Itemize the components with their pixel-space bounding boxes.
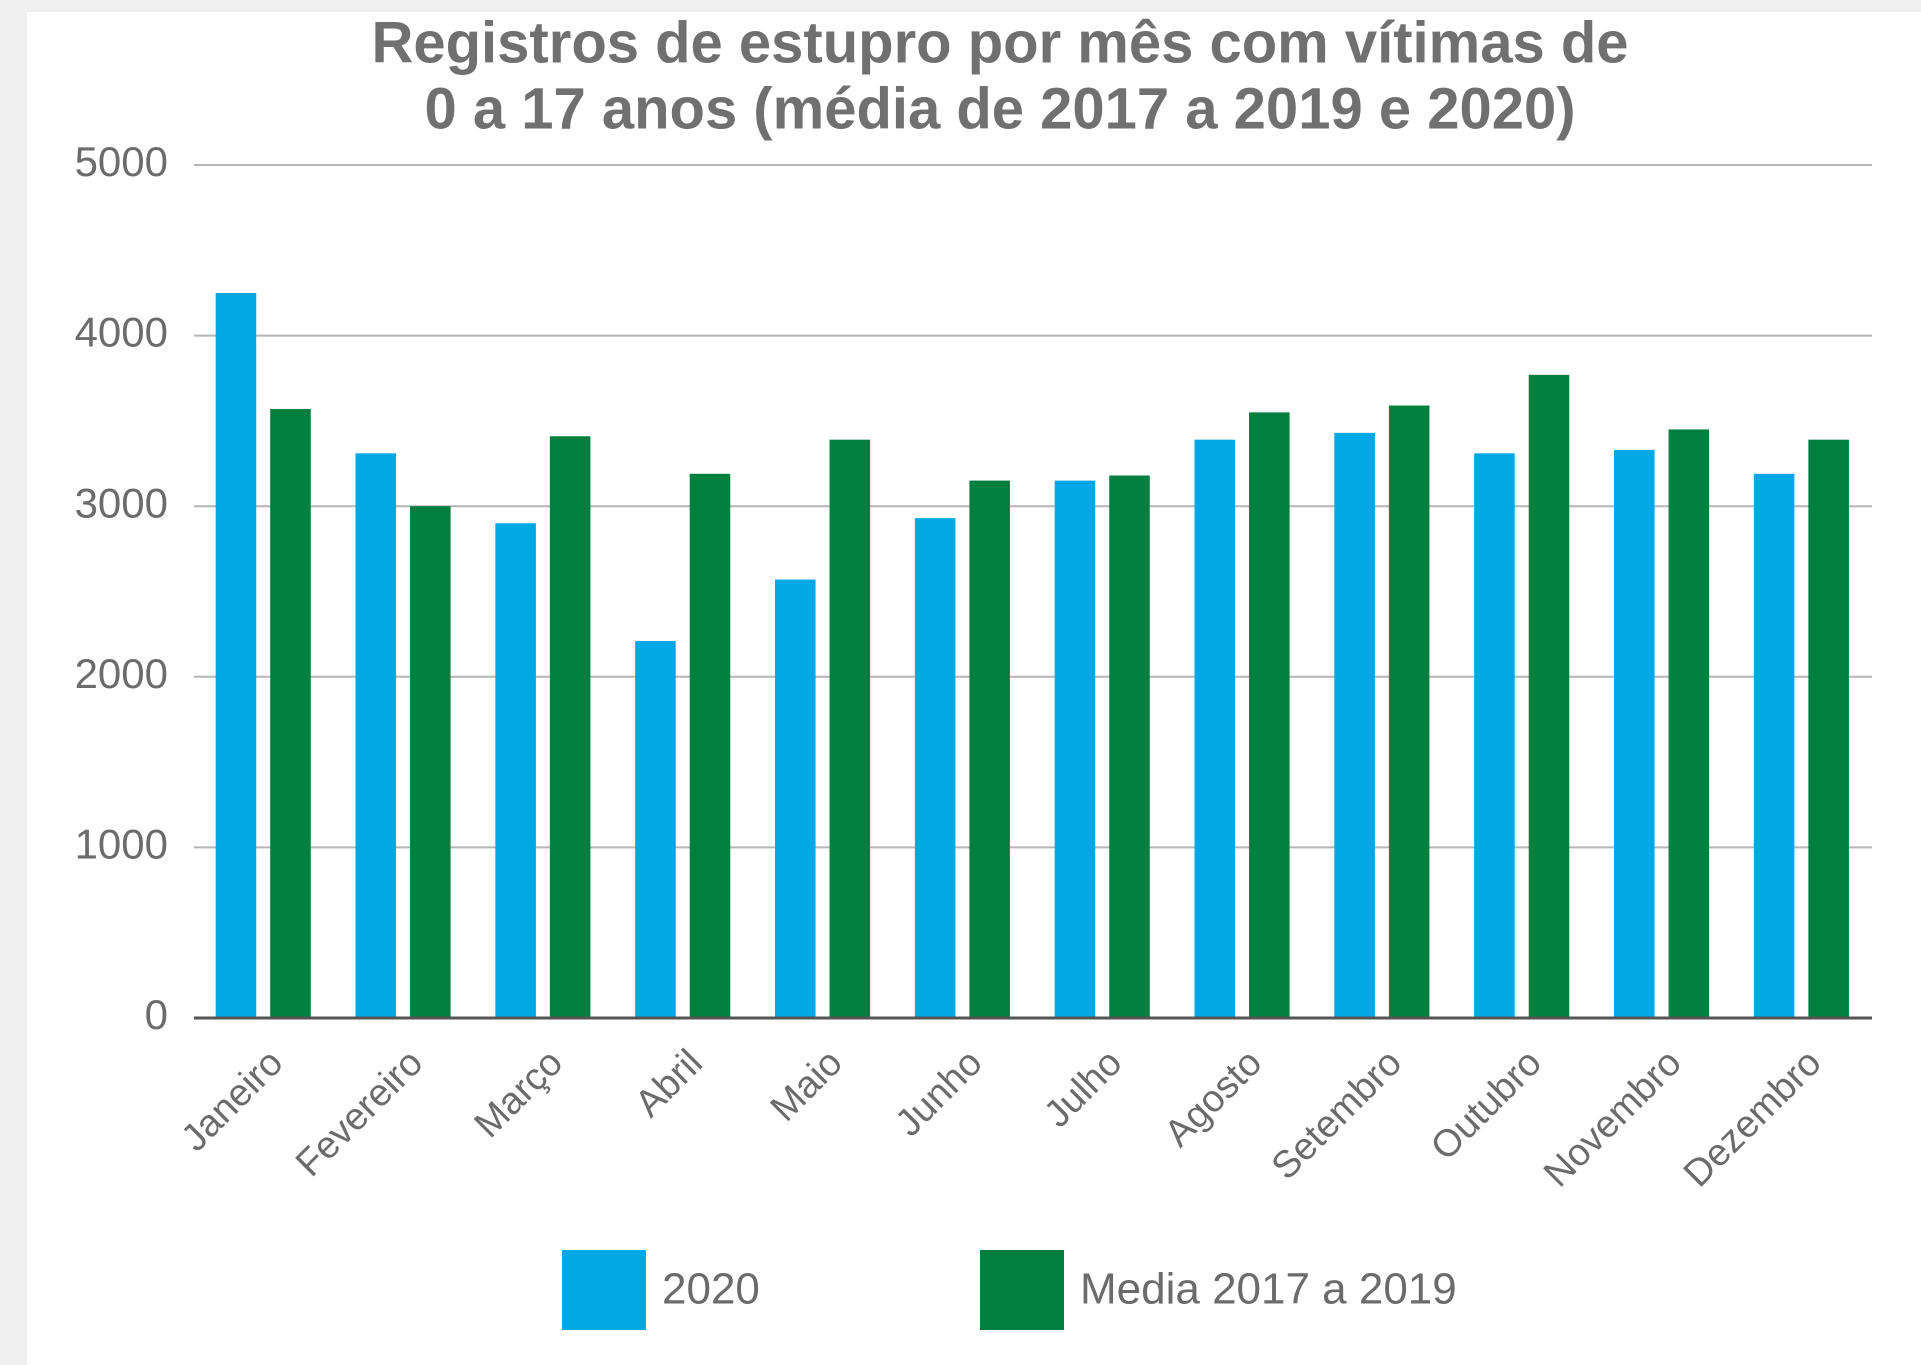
legend-swatch (562, 1250, 646, 1330)
bar (1334, 432, 1375, 1018)
y-tick-label: 0 (145, 991, 168, 1038)
chart-title: 0 a 17 anos (média de 2017 a 2019 e 2020… (424, 76, 1575, 141)
bar (1194, 439, 1236, 1018)
bar (1054, 480, 1096, 1018)
bar (1808, 439, 1849, 1018)
legend-swatch (980, 1250, 1064, 1330)
y-tick-label: 4000 (75, 309, 168, 356)
bar (1614, 449, 1655, 1019)
bar (775, 579, 816, 1018)
y-tick-label: 5000 (75, 138, 168, 185)
legend-label: 2020 (662, 1265, 760, 1314)
legend-label: Media 2017 a 2019 (1080, 1265, 1457, 1314)
bar (495, 523, 536, 1018)
bar (635, 640, 676, 1018)
y-tick-label: 3000 (75, 479, 168, 526)
bar (1388, 405, 1430, 1018)
bar (914, 518, 956, 1018)
bar (1753, 473, 1795, 1018)
y-tick-label: 1000 (75, 820, 168, 867)
bar (1528, 374, 1570, 1018)
bar (215, 292, 257, 1018)
bar (410, 506, 451, 1018)
bar (689, 473, 731, 1018)
bar (1668, 429, 1710, 1018)
y-tick-label: 2000 (75, 650, 168, 697)
bar (549, 436, 591, 1018)
bar (829, 439, 871, 1018)
bar (969, 480, 1010, 1018)
bar (1249, 412, 1290, 1018)
chart-title: Registros de estupro por mês com vítimas… (371, 10, 1628, 75)
bar (1109, 475, 1150, 1018)
bar (1474, 453, 1515, 1019)
bar (355, 453, 397, 1019)
bar (270, 408, 311, 1018)
